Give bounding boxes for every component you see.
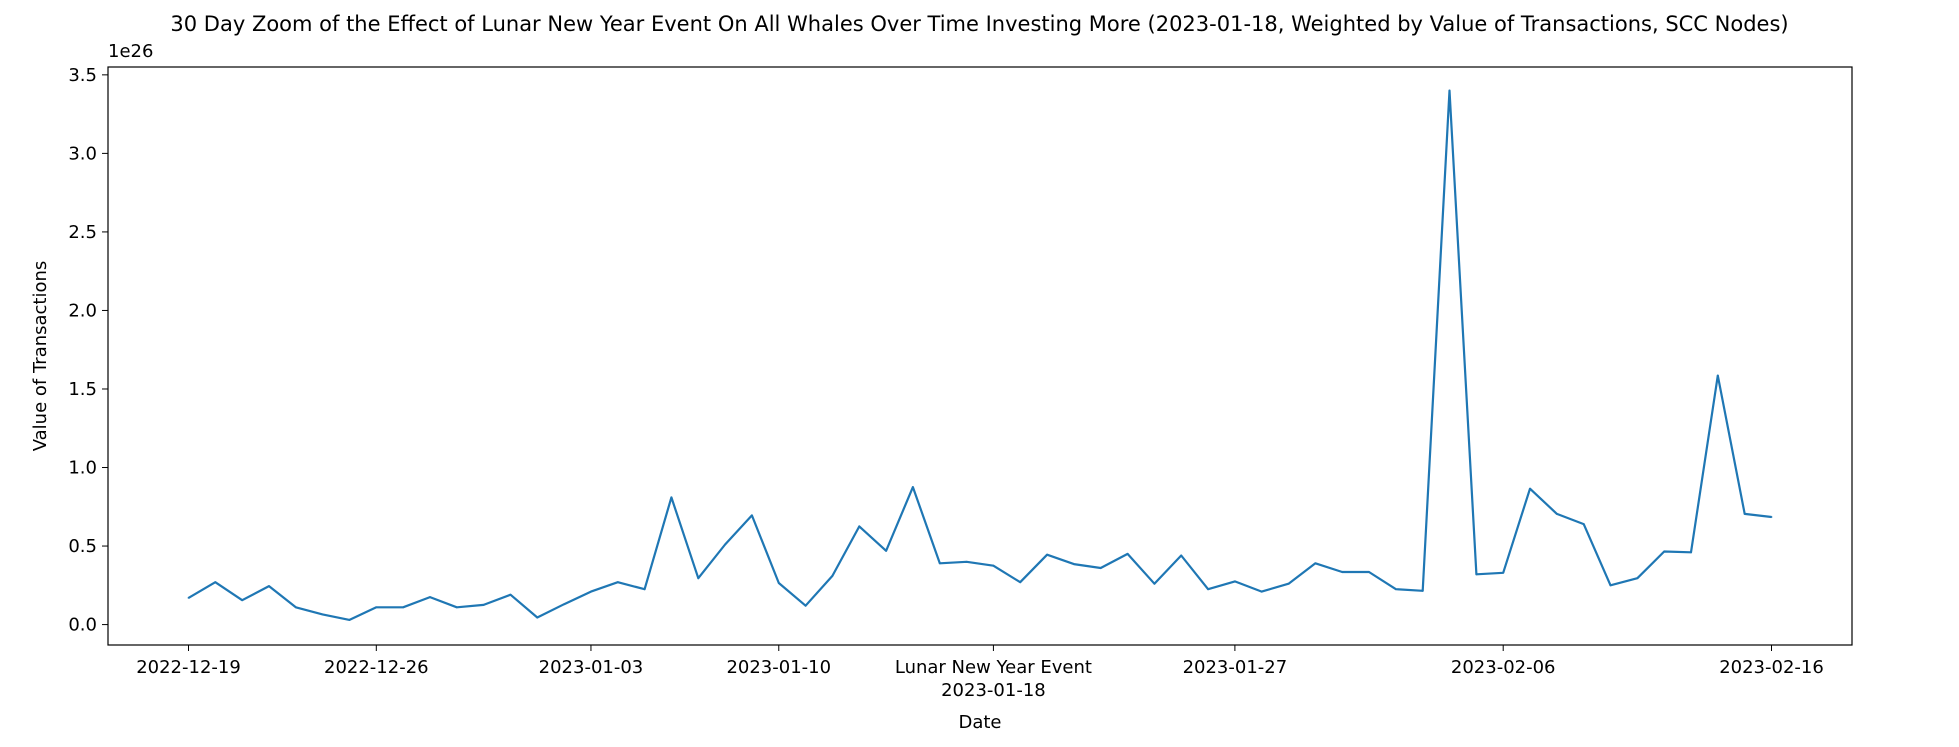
- data-point: [724, 543, 727, 546]
- y-tick-label: 2.0: [68, 300, 97, 321]
- data-point: [1126, 553, 1129, 555]
- data-point: [1046, 553, 1048, 556]
- data-point: [1529, 487, 1531, 490]
- data-point: [616, 581, 619, 584]
- data-point: [348, 618, 351, 621]
- data-point: [455, 606, 458, 609]
- data-point: [1636, 577, 1639, 580]
- data-point: [402, 606, 405, 609]
- y-offset-label: 1e26: [108, 41, 153, 62]
- data-point: [1368, 571, 1370, 573]
- x-tick-label: 2023-01-18: [941, 680, 1046, 701]
- data-point: [1153, 582, 1156, 585]
- data-point: [1582, 523, 1585, 525]
- data-point: [1770, 516, 1773, 518]
- data-point: [1341, 571, 1344, 573]
- data-point: [1287, 582, 1290, 585]
- data-point: [965, 560, 968, 563]
- data-point: [1555, 512, 1558, 515]
- data-point: [1421, 589, 1424, 592]
- data-point: [1073, 563, 1075, 566]
- x-tick-label: 2022-12-19: [136, 657, 241, 678]
- y-tick-label: 3.0: [68, 143, 97, 164]
- data-point: [1663, 550, 1666, 553]
- data-point: [643, 588, 646, 591]
- data-point: [1099, 567, 1102, 569]
- x-tick-label: 2023-02-16: [1719, 657, 1824, 678]
- y-tick-label: 0.5: [68, 536, 97, 557]
- x-tick-label: 2022-12-26: [324, 657, 429, 678]
- data-point: [482, 604, 485, 606]
- data-point: [241, 599, 244, 602]
- y-tick-label: 1.0: [68, 458, 97, 479]
- data-point: [1502, 571, 1505, 574]
- data-point: [1690, 551, 1692, 554]
- data-point: [831, 574, 834, 577]
- data-point: [1609, 584, 1612, 587]
- data-point: [187, 596, 190, 599]
- data-point: [1260, 590, 1263, 593]
- data-point: [268, 585, 270, 588]
- x-tick-label: 2023-02-06: [1451, 657, 1556, 678]
- data-point: [536, 616, 539, 619]
- event-label: Lunar New Year Event: [895, 657, 1092, 678]
- x-tick-label: 2023-01-27: [1183, 657, 1288, 678]
- data-point: [1233, 580, 1236, 583]
- series-layer: [187, 89, 1773, 622]
- data-point: [697, 577, 700, 580]
- plot-area-frame: [107, 66, 1853, 646]
- data-point: [294, 606, 297, 609]
- x-tick-label: 2023-01-10: [726, 657, 831, 678]
- chart-title: 30 Day Zoom of the Effect of Lunar New Y…: [170, 12, 1789, 36]
- data-point: [777, 582, 780, 584]
- data-point: [1448, 89, 1451, 92]
- y-tick-label: 1.5: [68, 379, 97, 400]
- data-point: [563, 603, 566, 606]
- data-point: [1019, 581, 1022, 584]
- data-point: [912, 486, 914, 489]
- data-point: [992, 564, 995, 567]
- data-point: [1716, 374, 1719, 377]
- data-point: [429, 596, 431, 598]
- data-point: [1314, 562, 1317, 565]
- data-point: [858, 525, 861, 528]
- data-point: [885, 549, 887, 552]
- x-axis-label: Date: [958, 712, 1001, 733]
- y-tick-label: 3.5: [68, 65, 97, 86]
- data-point: [804, 604, 807, 607]
- data-point: [1180, 554, 1183, 557]
- data-point: [321, 613, 324, 616]
- data-point: [1394, 588, 1397, 591]
- data-point: [670, 496, 673, 499]
- data-point: [938, 562, 941, 565]
- x-tick-label: 2023-01-03: [539, 657, 644, 678]
- data-point: [214, 581, 217, 584]
- tick-layer: 0.0 0.5 1.0 1.5 2.0 2.5 3.0 3.5 2022-12-19 2022-1…: [68, 65, 1823, 701]
- series-line: [187, 89, 1772, 622]
- data-point: [590, 590, 592, 593]
- data-point: [751, 514, 753, 517]
- data-point: [1743, 512, 1746, 515]
- y-tick-label: 0.0: [68, 615, 97, 636]
- y-tick-label: 2.5: [68, 222, 97, 243]
- data-point: [509, 593, 512, 596]
- y-axis-label: Value of Transactions: [30, 261, 51, 452]
- data-point: [375, 606, 378, 609]
- data-point: [1475, 573, 1478, 576]
- data-point: [1207, 588, 1209, 591]
